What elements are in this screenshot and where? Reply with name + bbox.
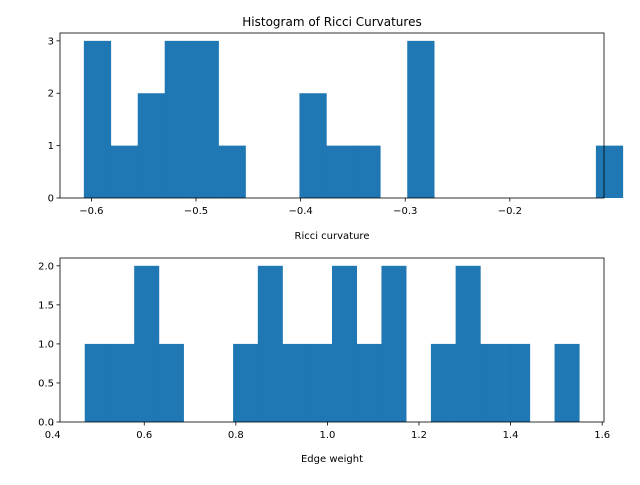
histogram-bar: [455, 265, 481, 422]
y-tick-label: 0.0: [38, 418, 54, 429]
histogram-bar: [299, 93, 327, 198]
ricci-histogram: Histogram of Ricci Curvatures −0.6 −0.5 −0…: [48, 15, 624, 242]
x-tick-label: −0.6: [79, 206, 103, 217]
histogram-bar: [158, 343, 184, 422]
y-ticks: 0.0 0.5 1.0 1.5 2.0: [38, 261, 60, 429]
histogram-bar: [505, 343, 531, 422]
histogram-bar: [110, 145, 139, 198]
histogram-bar: [137, 93, 165, 198]
x-ticks: 0.4 0.6 0.8 1.0 1.2 1.4 1.6: [45, 422, 610, 441]
edge-weight-histogram: 0.4 0.6 0.8 1.0 1.2 1.4 1.6 0.0 0.5 1.0 1.5 2.0 Ed…: [38, 257, 610, 465]
bars-group: [84, 265, 580, 422]
histogram-bar: [109, 343, 135, 422]
bars-group: [83, 40, 624, 198]
x-tick-label: 1.0: [319, 430, 335, 441]
y-tick-label: 1.5: [38, 300, 54, 311]
histogram-bar: [233, 343, 259, 422]
x-tick-label: 0.4: [45, 430, 61, 441]
histogram-bar: [332, 265, 358, 422]
x-tick-label: −0.3: [393, 206, 417, 217]
histogram-bar: [356, 343, 382, 422]
histogram-bar: [554, 343, 580, 422]
x-ticks: −0.6 −0.5 −0.4 −0.3 −0.2: [79, 198, 522, 217]
histogram-bar: [381, 265, 407, 422]
x-tick-label: −0.2: [498, 206, 522, 217]
y-tick-label: 2: [48, 89, 54, 100]
x-tick-label: 1.4: [503, 430, 519, 441]
x-axis-label: Ricci curvature: [295, 231, 370, 242]
x-tick-label: −0.5: [184, 206, 208, 217]
histogram-bar: [595, 145, 624, 198]
histogram-bar: [480, 343, 506, 422]
histogram-bar: [134, 265, 160, 422]
histogram-bar: [83, 40, 112, 198]
histogram-bar: [164, 40, 192, 198]
histogram-bar: [257, 265, 283, 422]
x-tick-label: −0.4: [288, 206, 312, 217]
histogram-bar: [218, 145, 246, 198]
y-tick-label: 2.0: [38, 261, 54, 272]
x-tick-label: 1.6: [594, 430, 610, 441]
histogram-bar: [326, 145, 354, 198]
histogram-bar: [307, 343, 333, 422]
x-tick-label: 0.8: [228, 430, 244, 441]
y-tick-label: 0.5: [38, 378, 54, 389]
histogram-bar: [84, 343, 110, 422]
x-tick-label: 0.6: [136, 430, 152, 441]
histogram-bar: [353, 145, 381, 198]
y-ticks: 0 1 2 3: [48, 36, 60, 205]
x-axis-label: Edge weight: [301, 454, 363, 465]
histogram-bar: [191, 40, 219, 198]
histogram-bar: [430, 343, 456, 422]
axes-frame: [59, 32, 605, 199]
chart-title: Histogram of Ricci Curvatures: [242, 15, 421, 29]
histogram-bar: [407, 40, 435, 198]
histogram-bar: [282, 343, 308, 422]
x-tick-label: 1.2: [411, 430, 427, 441]
axes-frame: [59, 257, 605, 423]
y-tick-label: 1: [48, 141, 54, 152]
y-tick-label: 0: [48, 194, 54, 205]
y-tick-label: 3: [48, 36, 54, 47]
y-tick-label: 1.0: [38, 339, 54, 350]
